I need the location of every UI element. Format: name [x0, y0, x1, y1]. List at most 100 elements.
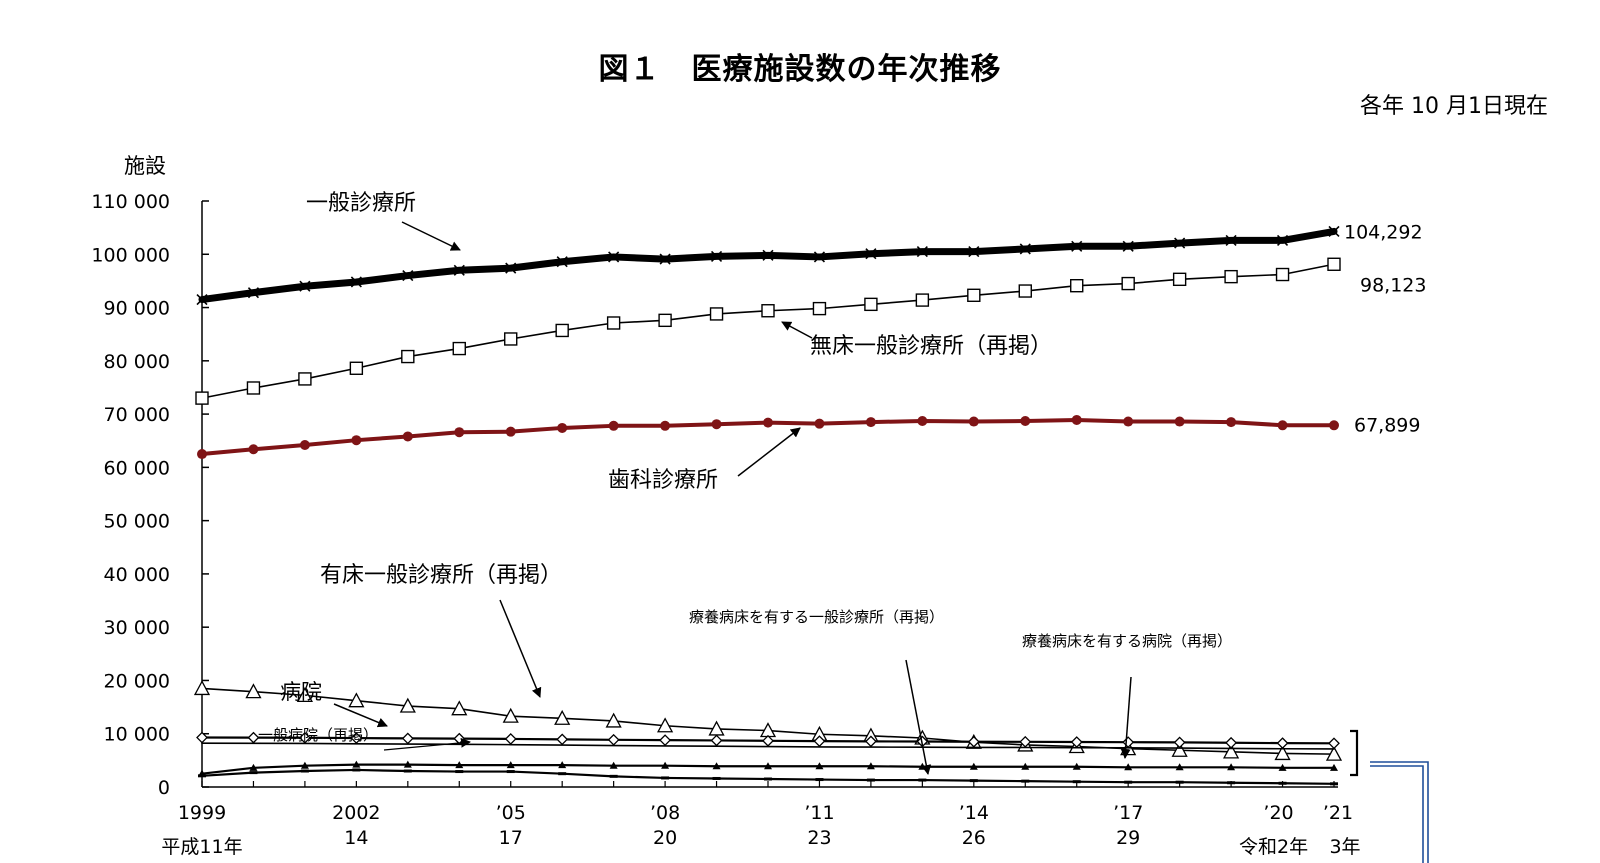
- series-end-label: 98,123: [1360, 274, 1426, 296]
- data-point: [659, 253, 671, 265]
- data-point: [402, 270, 414, 282]
- annotation-label-hospital: 病院: [280, 680, 322, 704]
- data-point: [606, 316, 621, 330]
- data-point: [198, 774, 206, 778]
- data-point: [761, 304, 775, 318]
- series-line: [201, 742, 1335, 750]
- data-point: [299, 439, 310, 450]
- data-point: [1224, 269, 1238, 284]
- series-1: 98,123: [195, 257, 1426, 405]
- series-2: 67,899: [197, 414, 1420, 460]
- data-point: [558, 761, 567, 769]
- data-point: [452, 341, 466, 356]
- x-tick-label: ’17: [1113, 802, 1143, 824]
- y-tick-label: 110 000: [91, 191, 170, 213]
- data-point: [247, 731, 260, 744]
- data-point: [249, 771, 258, 775]
- data-point: [1020, 416, 1031, 427]
- y-tick-label: 100 000: [91, 244, 170, 266]
- data-point: [1173, 736, 1186, 749]
- data-point: [296, 686, 313, 703]
- data-point: [556, 256, 568, 268]
- data-point: [1225, 234, 1237, 246]
- data-point: [349, 361, 364, 375]
- annotation-label-ltc-clinic: 療養病床を有する一般診療所（再掲）: [689, 608, 944, 626]
- y-tick-label: 70 000: [104, 404, 170, 426]
- y-tick-label: 40 000: [104, 564, 170, 586]
- data-point: [1226, 417, 1237, 428]
- data-point: [557, 422, 568, 433]
- data-point: [351, 435, 362, 446]
- data-point: [1276, 737, 1289, 750]
- data-point: [1276, 234, 1289, 246]
- data-point: [245, 683, 262, 699]
- data-point: [298, 372, 312, 386]
- data-point: [866, 762, 875, 770]
- data-point: [193, 680, 211, 696]
- data-point: [1227, 763, 1236, 771]
- data-point: [453, 264, 465, 276]
- data-point: [764, 777, 772, 781]
- data-point: [1325, 745, 1343, 761]
- data-point: [762, 249, 774, 261]
- data-point: [1227, 781, 1236, 785]
- x-tick-sublabel: 14: [344, 827, 368, 849]
- y-axis-unit: 施設: [124, 154, 166, 178]
- data-point: [1071, 240, 1083, 252]
- chart-title: 図１ 医療施設数の年次推移: [598, 52, 1002, 87]
- data-point: [1329, 420, 1339, 431]
- data-point: [1225, 736, 1238, 749]
- data-point: [609, 774, 618, 778]
- series-line: [201, 263, 1335, 399]
- data-point: [555, 323, 569, 338]
- x-tick-sublabel: 令和2年: [1239, 836, 1308, 858]
- data-point: [1124, 780, 1133, 784]
- annotation-label-dental-clinic: 歯科診療所: [608, 468, 718, 493]
- data-point: [352, 768, 361, 772]
- annotation-arrow-general-clinic: [401, 221, 461, 251]
- x-tick-label: 1999: [178, 802, 226, 824]
- annotation-label-clinic-without-beds: 無床一般診療所（再掲）: [810, 334, 1052, 359]
- data-point: [815, 778, 824, 782]
- y-tick-label: 10 000: [104, 724, 170, 746]
- data-point: [299, 280, 311, 292]
- annotation-arrow-clinic-with-beds: [499, 599, 542, 698]
- y-tick-label: 80 000: [104, 351, 170, 373]
- data-point: [197, 449, 207, 460]
- y-tick-label: 20 000: [104, 670, 170, 692]
- data-point: [1328, 225, 1340, 237]
- data-point: [502, 707, 519, 723]
- data-point: [659, 734, 672, 747]
- bracket-decoration: [1350, 729, 1359, 777]
- data-point: [402, 431, 413, 442]
- data-point: [558, 772, 567, 776]
- data-point: [967, 288, 981, 302]
- annotation-label-general-hospital: 一般病院（再掲）: [258, 726, 378, 744]
- data-point: [968, 246, 980, 258]
- x-tick-sublabel: 23: [807, 827, 831, 849]
- data-point: [709, 307, 724, 321]
- data-point: [506, 761, 515, 769]
- data-point: [712, 776, 721, 780]
- x-tick-label: 2002: [332, 802, 380, 824]
- data-point: [1330, 782, 1338, 786]
- data-point: [504, 332, 518, 346]
- data-point: [1021, 779, 1030, 783]
- data-point: [813, 251, 826, 263]
- annotation-arrow-ltc-clinic: [905, 659, 932, 775]
- y-tick-label: 30 000: [104, 617, 170, 639]
- data-point: [1021, 762, 1030, 770]
- data-point: [865, 248, 877, 260]
- data-point: [300, 769, 309, 773]
- data-point: [556, 733, 569, 746]
- data-point: [660, 420, 671, 431]
- series-end-label: 104,292: [1344, 221, 1423, 243]
- data-point: [401, 732, 414, 745]
- y-tick-label: 60 000: [104, 457, 170, 479]
- data-point: [1124, 763, 1133, 771]
- x-tick-sublabel: 3年: [1329, 836, 1360, 858]
- data-point: [915, 293, 930, 307]
- data-point: [1275, 267, 1290, 282]
- data-point: [1175, 780, 1184, 784]
- as-of-note: 各年 10 月1日現在: [1360, 94, 1548, 119]
